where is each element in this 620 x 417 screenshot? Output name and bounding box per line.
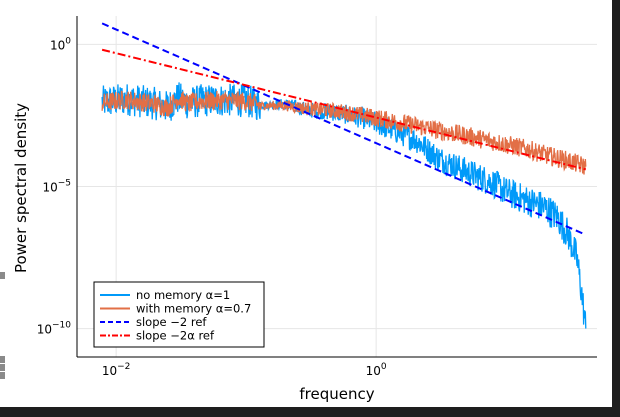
tick-labels: 10−2 100 100 10−5 10−10 [37, 36, 387, 378]
series-line-4 [101, 48, 587, 171]
y-axis-label: Power spectral density [12, 103, 30, 273]
x-tick-label: 10−2 [102, 362, 131, 378]
y-tick-label: 10−10 [37, 321, 72, 337]
panel-handle[interactable] [0, 372, 5, 379]
panel-handle[interactable] [0, 272, 5, 279]
legend-label: slope −2 ref [136, 315, 207, 329]
x-axis-label: frequency [299, 385, 374, 403]
y-tick-label: 10−5 [42, 179, 71, 195]
legend-label: no memory α=1 [136, 288, 230, 302]
panel-handle[interactable] [0, 364, 5, 371]
axes [76, 16, 597, 358]
psd-chart: 10−2 100 100 10−5 10−10 frequency Power spec… [12, 16, 597, 403]
legend-label: slope −2α ref [136, 329, 215, 343]
series-layer [101, 22, 587, 329]
legend-box [93, 281, 265, 348]
x-tick-label: 100 [366, 362, 387, 378]
legend-label: with memory α=0.7 [136, 302, 251, 316]
series-line-2 [101, 90, 587, 175]
y-tick-label: 100 [50, 36, 71, 52]
panel-handle[interactable] [0, 356, 5, 363]
